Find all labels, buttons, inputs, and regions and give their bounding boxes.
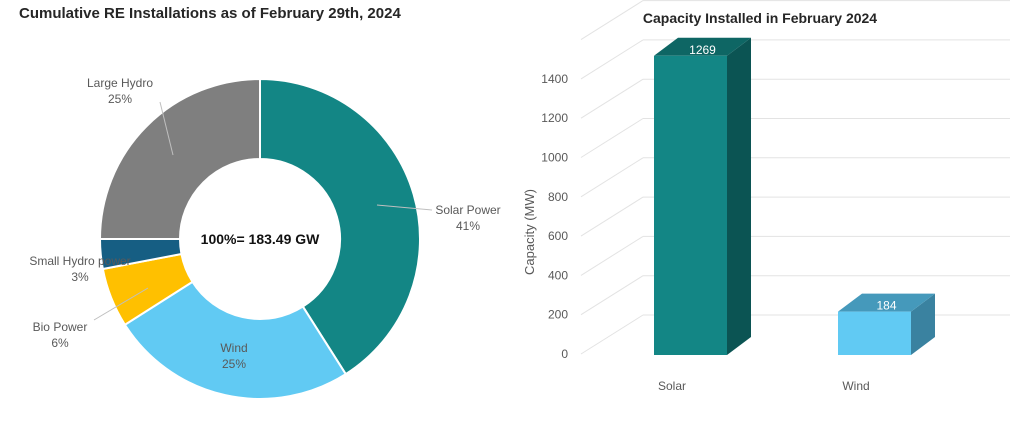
leader-line	[93, 287, 149, 321]
slice-percent: 3%	[71, 270, 89, 284]
bar-solar	[654, 55, 727, 355]
gridline-diagonal	[580, 196, 644, 237]
x-tick-label: Solar	[658, 379, 686, 393]
gridline-diagonal	[580, 39, 644, 80]
bar-top-wind	[838, 293, 935, 312]
y-tick-label: 600	[548, 229, 568, 243]
gridline-diagonal	[580, 314, 644, 355]
gridline-diagonal	[580, 275, 644, 316]
slice-label: Solar Power	[435, 203, 500, 217]
y-tick-label: 400	[548, 268, 568, 282]
donut-chart-title: Cumulative RE Installations as of Februa…	[19, 5, 401, 22]
y-tick-label: 1400	[541, 72, 568, 86]
y-tick-label: 1200	[541, 111, 568, 125]
bar-side-solar	[727, 37, 751, 355]
leader-line	[159, 101, 174, 156]
bar-value-label: 1269	[689, 43, 716, 57]
gridline-diagonal	[580, 78, 644, 119]
gridline-diagonal	[580, 235, 644, 276]
leader-line	[376, 204, 433, 211]
gridline-diagonal	[580, 0, 644, 41]
donut-slice-solar-power	[259, 77, 421, 376]
x-tick-label: Wind	[842, 379, 869, 393]
donut-slice-large-hydro	[98, 77, 261, 240]
slice-percent: 25%	[222, 357, 246, 371]
y-axis-label: Capacity (MW)	[522, 189, 537, 275]
gridline-diagonal	[580, 157, 644, 198]
bar-wind	[838, 311, 911, 355]
y-tick-label: 200	[548, 308, 568, 322]
slice-percent: 25%	[108, 92, 132, 106]
slice-label: Large Hydro	[87, 76, 153, 90]
bar-value-label: 184	[876, 299, 896, 313]
donut-slice-wind	[123, 280, 348, 400]
gridline-diagonal	[580, 118, 644, 158]
slice-label: Wind	[220, 341, 247, 355]
slice-percent: 6%	[51, 336, 69, 350]
slice-label: Small Hydro power	[29, 254, 130, 268]
slice-label: Bio Power	[33, 320, 88, 334]
bar-chart-title: Capacity Installed in February 2024	[642, 10, 878, 26]
bar-side-wind	[911, 293, 935, 355]
y-tick-label: 1000	[541, 151, 568, 165]
donut-center-label: 100%= 183.49 GW	[201, 231, 320, 247]
bar-top-solar	[654, 37, 751, 56]
y-tick-label: 800	[548, 190, 568, 204]
slice-percent: 41%	[456, 219, 480, 233]
y-tick-label: 0	[561, 347, 568, 361]
